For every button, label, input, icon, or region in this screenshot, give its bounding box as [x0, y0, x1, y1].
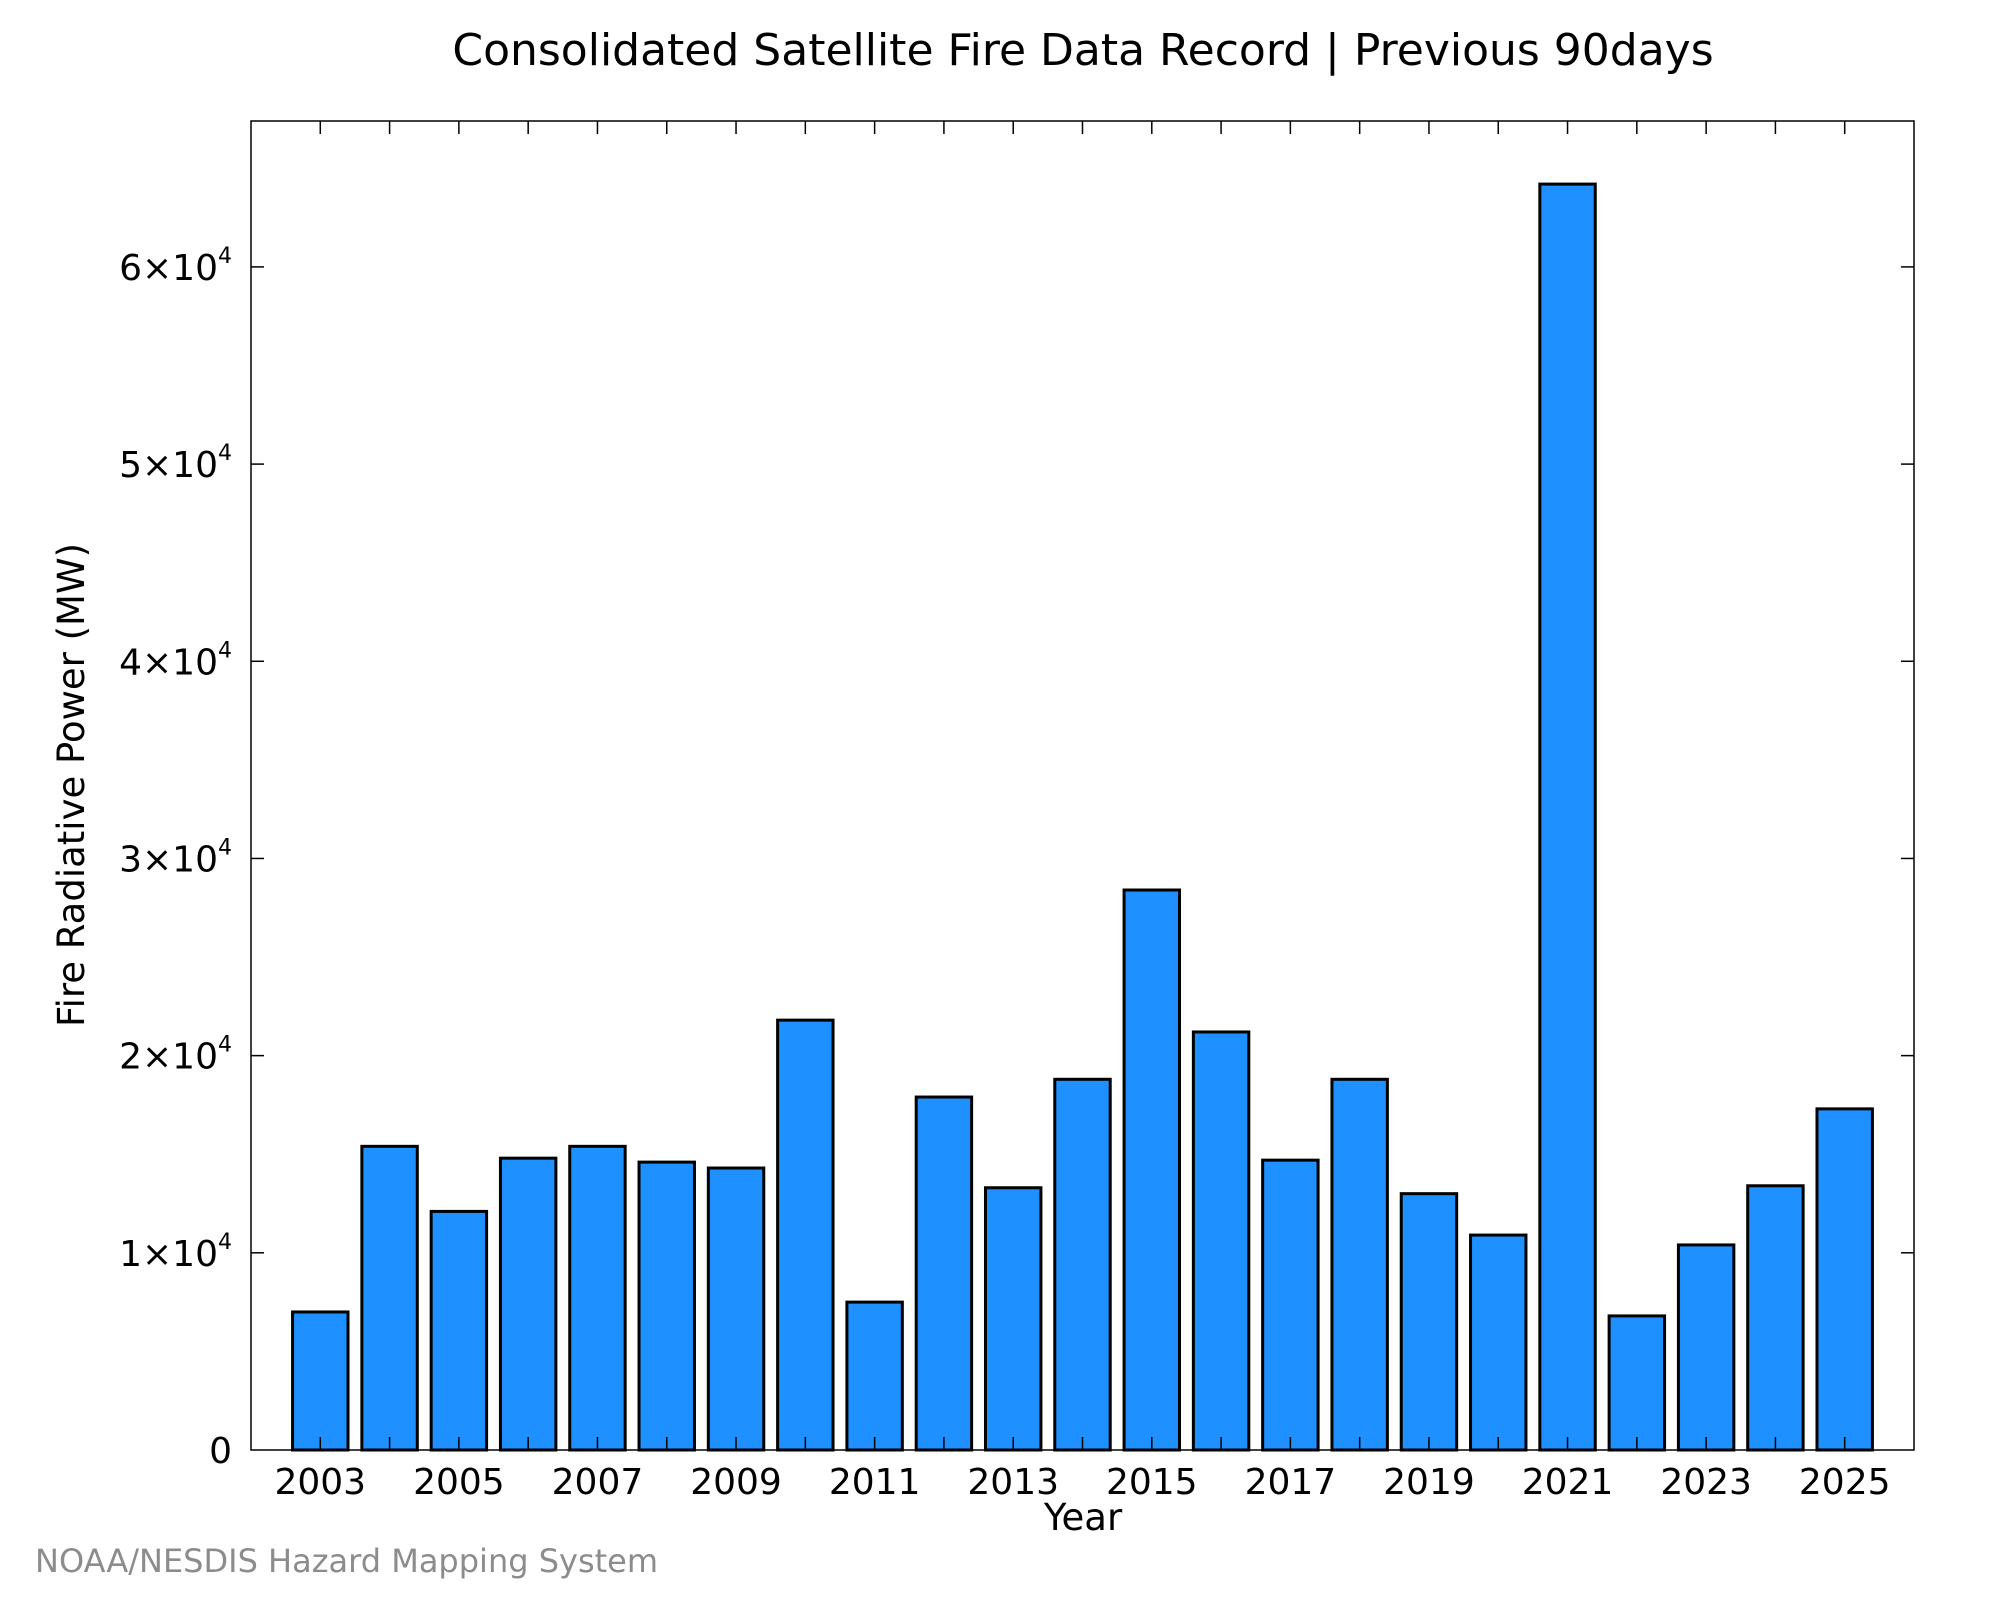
bar-2008 [637, 1160, 696, 1452]
plot-frame [250, 120, 1915, 1451]
x-tick-labels: 2003 2005 2007 2009 2011 2013 2015 2017 2019 2021… [274, 1462, 1890, 1503]
y-axis-label: Fire Radiative Power (MW) [50, 543, 93, 1027]
y-tick-label: 0 [209, 1431, 232, 1472]
bar-2004 [360, 1144, 419, 1452]
bar-2020 [1469, 1233, 1528, 1452]
bar-2014 [1053, 1077, 1112, 1452]
x-tick-label: 2005 [413, 1462, 505, 1503]
x-tick-label: 2013 [967, 1462, 1059, 1503]
bar-2005 [429, 1209, 489, 1452]
y-tick-labels: 0 1×104 2×104 3×104 4×104 5×104 6×104 [119, 244, 232, 1472]
bar-2003 [291, 1310, 350, 1452]
y-tick-label: 4×104 [119, 638, 232, 683]
y-tick-label: 1×104 [119, 1230, 232, 1275]
bar-2017 [1261, 1158, 1320, 1452]
chart-title: Consolidated Satellite Fire Data Record … [452, 25, 1713, 76]
x-tick-label: 2025 [1799, 1462, 1891, 1503]
bar-2025 [1815, 1107, 1874, 1452]
y-tick-label: 3×104 [119, 835, 232, 880]
bar-2024 [1746, 1184, 1805, 1452]
bar-2007 [568, 1144, 627, 1452]
x-tick-label: 2003 [274, 1462, 366, 1503]
bar-2011 [845, 1300, 904, 1452]
bar-2022 [1607, 1314, 1667, 1452]
x-tick-label: 2015 [1106, 1462, 1198, 1503]
bar-2021 [1538, 182, 1597, 1452]
axis-ticks [251, 121, 1914, 1450]
bar-2015 [1122, 888, 1182, 1452]
bar-2018 [1330, 1077, 1389, 1452]
x-tick-label: 2019 [1383, 1462, 1475, 1503]
x-tick-label: 2007 [552, 1462, 644, 1503]
y-tick-label: 6×104 [119, 244, 232, 289]
x-tick-label: 2017 [1245, 1462, 1337, 1503]
bar-2023 [1676, 1243, 1736, 1452]
x-tick-label: 2011 [829, 1462, 921, 1503]
bar-2019 [1399, 1192, 1459, 1452]
x-axis-label: Year [1043, 1496, 1123, 1539]
credit-text: NOAA/NESDIS Hazard Mapping System [35, 1542, 658, 1580]
bar-2012 [914, 1095, 974, 1452]
bar-2006 [498, 1156, 558, 1452]
bar-2013 [983, 1186, 1043, 1452]
bar-2016 [1191, 1030, 1251, 1452]
bar-2010 [776, 1018, 835, 1452]
x-tick-label: 2023 [1660, 1462, 1752, 1503]
y-tick-label: 2×104 [119, 1033, 232, 1078]
x-tick-label: 2009 [690, 1462, 782, 1503]
bar-2009 [706, 1166, 766, 1452]
x-tick-label: 2021 [1522, 1462, 1614, 1503]
y-tick-label: 5×104 [119, 441, 232, 486]
bars [291, 182, 1874, 1452]
